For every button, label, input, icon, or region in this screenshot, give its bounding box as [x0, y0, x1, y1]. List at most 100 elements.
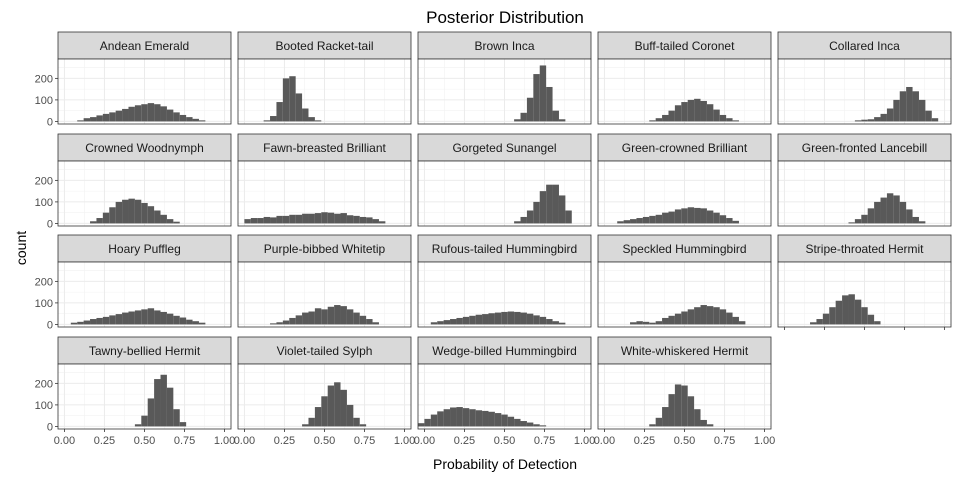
facet-strip [417, 31, 592, 60]
histogram-bar [276, 215, 283, 224]
x-tick-label: 0.00 [414, 435, 435, 447]
histogram-bar [867, 119, 875, 122]
histogram-bar [437, 321, 444, 325]
histogram-bar [713, 307, 720, 325]
histogram-bar [192, 118, 199, 122]
facet-strip-label: Andean Emerald [100, 39, 189, 53]
histogram-bar [128, 106, 135, 122]
histogram-bar [160, 374, 167, 427]
histogram-bar [289, 214, 296, 224]
histogram-bar [649, 322, 656, 325]
histogram-bar [302, 108, 309, 122]
histogram-bar [719, 309, 727, 325]
histogram-bar [533, 424, 540, 427]
facet-strip-label: Green-crowned Brilliant [622, 141, 748, 155]
histogram-bar [655, 321, 663, 325]
histogram-bar [674, 384, 682, 427]
histogram-bar [854, 120, 862, 122]
histogram-bar [732, 120, 739, 122]
histogram-bar [430, 414, 438, 427]
histogram-bar [488, 411, 495, 427]
histogram-bar [340, 213, 347, 224]
histogram-bar [83, 320, 91, 325]
histogram-bar [198, 322, 206, 325]
panel-border [777, 58, 952, 125]
histogram-bar [706, 306, 714, 325]
histogram-bar [147, 206, 155, 224]
histogram-bar [186, 117, 193, 122]
histogram-bar [482, 314, 489, 325]
histogram-bar [308, 417, 315, 427]
facet-panel: Brown Inca [417, 31, 592, 125]
histogram-bar [359, 216, 367, 224]
histogram-bar [154, 210, 161, 224]
y-tick-label: 100 [35, 95, 53, 107]
facet-strip [777, 31, 952, 60]
histogram-bar [295, 214, 303, 224]
facet-strip-label: Purple-bibbed Whitetip [264, 242, 386, 256]
histogram-bar [719, 114, 727, 122]
panel-border [57, 261, 232, 328]
histogram-bar [514, 221, 521, 224]
x-tick-label: 1.00 [574, 435, 595, 447]
histogram-bar [141, 309, 148, 325]
histogram-bar [96, 115, 103, 122]
histogram-bar [160, 311, 167, 325]
x-tick-label: 0.25 [634, 435, 655, 447]
histogram-bar [662, 317, 669, 325]
histogram-bar [102, 212, 110, 224]
x-tick-label: 0.00 [594, 435, 615, 447]
histogram-bar [456, 317, 463, 325]
histogram-bar [334, 382, 341, 427]
facet-panel: Violet-tailed Sylph [237, 336, 412, 430]
histogram-bar [96, 218, 103, 224]
histogram-bar [282, 215, 290, 224]
histogram-bar [642, 216, 650, 224]
histogram-bar [346, 404, 354, 427]
histogram-bar [552, 321, 559, 325]
histogram-bar [681, 102, 688, 122]
histogram-bar [302, 213, 309, 224]
histogram-bar [655, 417, 663, 427]
histogram-bar [539, 65, 547, 122]
histogram-bar [842, 295, 849, 325]
histogram-bar [848, 222, 855, 224]
histogram-bar [706, 104, 714, 122]
histogram-bar [649, 424, 656, 427]
facet-panel: Tawny-bellied Hermit 0 100 200 [35, 336, 232, 433]
histogram-bar [700, 305, 707, 325]
histogram-bar [713, 212, 720, 224]
x-tick-label: 0.75 [534, 435, 555, 447]
histogram-bar [899, 91, 907, 122]
histogram-bar [270, 323, 277, 325]
panel-border [417, 160, 592, 227]
histogram-bar [546, 319, 553, 325]
histogram-bar [134, 424, 142, 427]
facet-strip-label: Fawn-breasted Brilliant [263, 141, 386, 155]
histogram-bar [430, 322, 438, 325]
histogram-bar [713, 109, 720, 122]
facet-strip [597, 31, 772, 60]
histogram-bar [122, 312, 129, 325]
histogram-bar [700, 419, 707, 427]
histogram-bar [835, 300, 843, 325]
histogram-bar [726, 218, 733, 224]
histogram-bar [552, 110, 559, 122]
histogram-bar [649, 215, 656, 224]
histogram-bar [501, 311, 508, 325]
y-tick-label: 200 [35, 175, 53, 187]
histogram-bar [617, 221, 624, 224]
histogram-bar [687, 207, 695, 224]
histogram-bar [147, 103, 155, 122]
histogram-bar [514, 311, 521, 325]
histogram-bar [282, 78, 290, 122]
histogram-bar [726, 118, 733, 122]
histogram-bar [321, 212, 328, 224]
histogram-bar [359, 315, 367, 325]
histogram-bar [880, 113, 887, 122]
facet-strip [57, 336, 232, 365]
facet-strip-label: Tawny-bellied Hermit [89, 344, 201, 358]
histogram-bar [700, 208, 707, 224]
facet-panel: Gorgeted Sunangel [417, 133, 592, 227]
histogram-bar [321, 396, 328, 427]
